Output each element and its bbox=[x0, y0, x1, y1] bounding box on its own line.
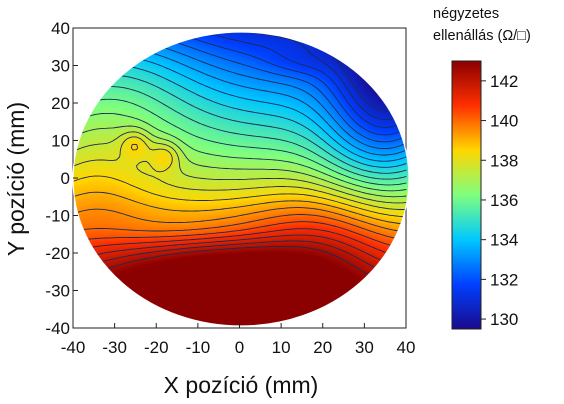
y-tick-label: -10 bbox=[45, 207, 70, 226]
x-tick-label: 40 bbox=[397, 338, 416, 357]
colorbar-tick-label: 142 bbox=[490, 72, 518, 91]
colorbar-tick-label: 130 bbox=[490, 310, 518, 329]
x-tick-label: 30 bbox=[355, 338, 374, 357]
colorbar-tick-label: 140 bbox=[490, 112, 518, 131]
x-axis-title: X pozíció (mm) bbox=[164, 372, 319, 398]
x-tick-label: 10 bbox=[272, 338, 291, 357]
y-tick-label: 20 bbox=[51, 94, 70, 113]
x-tick-label: -30 bbox=[102, 338, 127, 357]
y-tick-label: -30 bbox=[45, 282, 70, 301]
colorbar-tick-label: 138 bbox=[490, 151, 518, 170]
colorbar-title-line-1: négyzetes bbox=[433, 6, 499, 22]
x-tick-label: 20 bbox=[313, 338, 332, 357]
contour-lines bbox=[73, 32, 407, 292]
x-tick-label: -10 bbox=[186, 338, 211, 357]
colorbar: 142 140 138 136 134 132 130 négyzetes ellenáll… bbox=[433, 6, 531, 330]
y-axis-title: Y pozíció (mm) bbox=[3, 102, 29, 256]
wafer-edge bbox=[72, 31, 410, 327]
contour-line bbox=[73, 131, 407, 204]
colorbar-title-line-2: ellenállás (Ω/□) bbox=[433, 28, 531, 44]
y-tick-label: 10 bbox=[51, 132, 70, 151]
y-tick-label: -20 bbox=[45, 244, 70, 263]
y-tick-label: 30 bbox=[51, 57, 70, 76]
contour-line bbox=[73, 64, 407, 168]
contour-line bbox=[73, 136, 407, 210]
y-tick-label: 40 bbox=[51, 19, 70, 38]
colorbar-scale bbox=[451, 60, 482, 330]
colorbar-tick-label: 132 bbox=[490, 270, 518, 289]
x-axis-ticks: -40 -30 -20 -10 0 10 20 30 40 bbox=[61, 323, 416, 357]
contour-map bbox=[73, 32, 409, 326]
y-axis-ticks: 40 30 20 10 0 -10 -20 -30 -40 bbox=[45, 19, 78, 338]
contour-line bbox=[73, 55, 407, 162]
contour-line bbox=[73, 207, 407, 233]
contour-line bbox=[73, 191, 407, 225]
x-tick-label: -20 bbox=[144, 338, 169, 357]
y-tick-label: 0 bbox=[61, 169, 70, 188]
colorbar-tick-label: 136 bbox=[490, 191, 518, 210]
colorbar-tick-label: 134 bbox=[490, 231, 518, 250]
y-tick-label: -40 bbox=[45, 319, 70, 338]
colorbar-ticks: 142 140 138 136 134 132 130 bbox=[481, 72, 518, 329]
x-tick-label: 0 bbox=[235, 338, 244, 357]
x-tick-label: -40 bbox=[61, 338, 86, 357]
